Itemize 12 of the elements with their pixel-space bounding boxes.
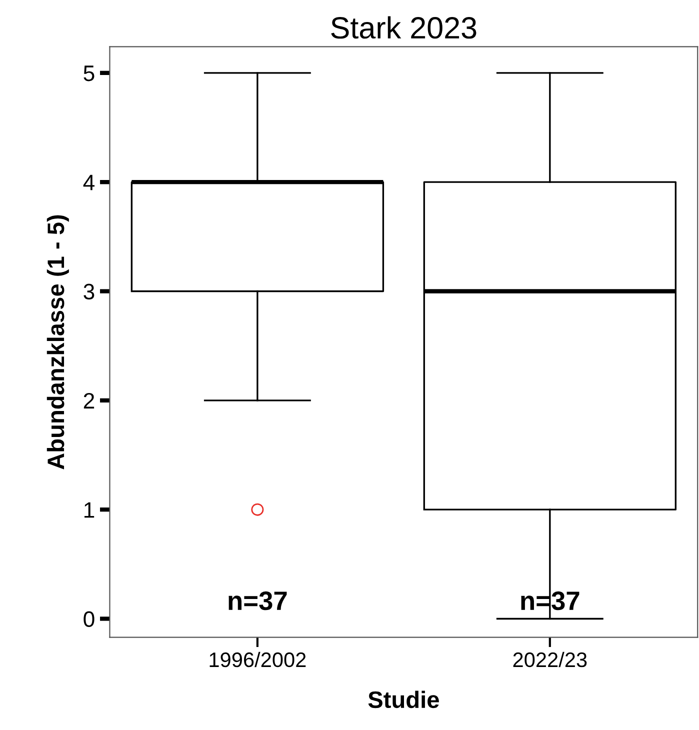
chart-title: Stark 2023: [331, 16, 476, 39]
x-axis-title: Studie: [368, 690, 439, 708]
y-tick-label: 0: [84, 611, 94, 628]
y-axis-title: Abundanzklasse (1 - 5): [46, 215, 69, 470]
y-tick-label: 2: [84, 392, 94, 408]
annotation: n=37: [228, 591, 287, 610]
y-tick-label: 4: [83, 174, 95, 190]
y-tick-label: 3: [84, 284, 94, 300]
x-tick-label: 1996/2002: [210, 652, 306, 668]
y-tick-label: 1: [84, 502, 94, 518]
x-tick-label: 2022/23: [513, 652, 587, 668]
y-tick-label: 5: [84, 66, 94, 82]
